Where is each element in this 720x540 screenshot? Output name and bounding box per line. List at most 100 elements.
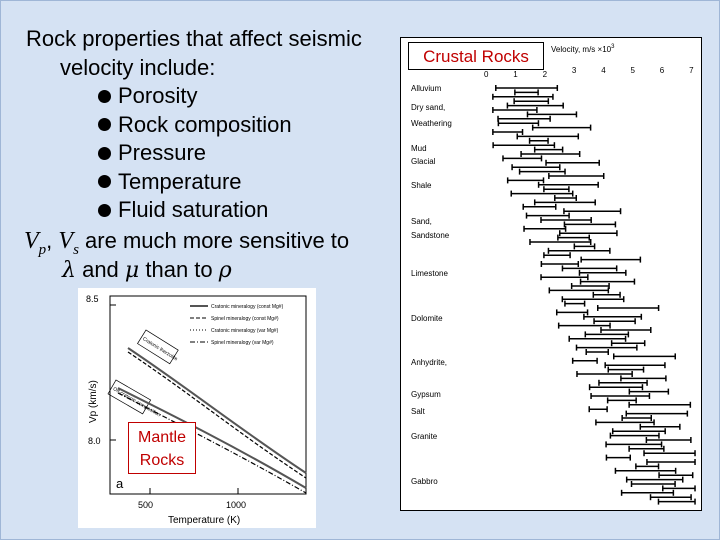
- y-axis-label: Vp (km/s): [88, 380, 99, 423]
- velocity-range-bar: [630, 481, 676, 487]
- velocity-range-bar: [492, 142, 556, 149]
- velocity-range-bar: [573, 243, 596, 250]
- mantle-plot: 8.5 8.0 500 1000 Temperature (K) Vp (km/…: [86, 294, 307, 526]
- bullet-icon: [98, 89, 111, 103]
- velocity-range-bar: [610, 340, 646, 347]
- bullet-icon: [98, 146, 111, 160]
- velocity-range-bar: [628, 388, 670, 395]
- velocity-range-bar: [639, 423, 681, 430]
- velocity-range-bar: [620, 375, 667, 382]
- rock-type-label: Mud: [411, 144, 427, 153]
- velocity-range-bar: [531, 124, 592, 131]
- velocity-range-bar: [533, 146, 564, 153]
- rho-symbol: ρ: [218, 258, 232, 283]
- sensitivity-statement: Vp, Vs are much more sensitive to: [24, 228, 350, 258]
- mantle-rocks-label: Mantle Rocks: [128, 422, 196, 474]
- legend-entry: Cratonic mineralogy (const Mg#): [211, 304, 284, 310]
- velocity-range-bar: [516, 133, 580, 140]
- velocity-tick-label: 7: [689, 66, 694, 75]
- velocity-range-bar: [492, 129, 524, 135]
- velocity-range-bar: [540, 274, 589, 281]
- velocity-range-bar: [568, 335, 627, 342]
- curve-cratonic-var: [117, 387, 307, 489]
- rock-type-label: Glacial: [411, 157, 436, 166]
- velocity-range-bar: [571, 357, 598, 364]
- velocity-range-bar: [625, 476, 684, 483]
- velocity-range-bar: [584, 331, 630, 338]
- velocity-range-bar: [548, 173, 605, 179]
- velocity-range-bar: [628, 401, 692, 408]
- rock-type-label: Shale: [411, 181, 432, 190]
- annotation-offcratonic: Off-cratonic composition: [107, 379, 162, 418]
- velocity-range-bar: [662, 485, 696, 492]
- velocity-tick-label: 2: [543, 70, 548, 79]
- velocity-range-bar: [520, 151, 581, 157]
- bullet-icon: [98, 175, 111, 189]
- velocity-range-bar: [620, 489, 675, 496]
- rock-type-label: Dolomite: [411, 314, 443, 323]
- velocity-range-bar: [514, 89, 539, 96]
- curve-spinel-var: [117, 392, 307, 494]
- velocity-range-bar: [543, 186, 570, 193]
- velocity-range-bar: [658, 472, 694, 479]
- velocity-range-bar: [585, 349, 610, 355]
- velocity-range-bar: [575, 344, 638, 351]
- velocity-range-bar: [563, 221, 617, 228]
- velocity-range-bar: [657, 498, 696, 505]
- rock-type-label: Sandstone: [411, 231, 450, 240]
- velocity-range-bar: [561, 265, 618, 272]
- velocity-range-bar: [555, 309, 589, 316]
- velocity-range-bar: [526, 111, 578, 118]
- vs-symbol: Vs: [58, 228, 79, 258]
- velocity-range-bar: [523, 225, 567, 232]
- velocity-range-bar: [513, 98, 550, 105]
- velocity-range-bar: [525, 212, 570, 219]
- velocity-range-bar: [518, 168, 566, 175]
- velocity-range-bar: [598, 379, 648, 386]
- velocity-range-bar: [628, 445, 665, 452]
- velocity-range-bar: [506, 102, 564, 109]
- velocity-tick-label: 3: [572, 66, 577, 75]
- property-list: Porosity Rock composition Pressure Tempe…: [98, 82, 292, 225]
- velocity-range-bar: [605, 454, 631, 461]
- velocity-range-bar: [511, 164, 561, 171]
- velocity-tick-label: 5: [631, 66, 636, 75]
- rock-type-label: Sand,: [411, 217, 432, 226]
- velocity-range-bar: [540, 217, 592, 223]
- rock-type-label: Weathering: [411, 119, 452, 128]
- velocity-range-bar: [557, 234, 591, 241]
- bullet-icon: [98, 203, 111, 217]
- panel-letter: a: [116, 476, 124, 491]
- velocity-range-bar: [533, 199, 596, 206]
- velocity-range-bar: [646, 459, 696, 465]
- velocity-range-bar: [600, 327, 652, 333]
- velocity-axis-ticks: 0 1 2 3 4 5 6 7: [484, 66, 694, 79]
- curve-spinel-const: [127, 351, 307, 479]
- crustal-rocks-label: Crustal Rocks: [408, 42, 544, 70]
- bullet-icon: [98, 118, 111, 132]
- slide-title-line1: Rock properties that affect seismic: [26, 26, 362, 51]
- velocity-range-bar: [597, 305, 660, 311]
- velocity-range-bar: [554, 195, 577, 201]
- velocity-range-bar: [592, 291, 621, 298]
- y-tick-label: 8.0: [88, 436, 101, 446]
- velocity-range-bar: [570, 283, 610, 289]
- velocity-range-bar: [547, 247, 611, 254]
- velocity-range-bar: [537, 181, 599, 188]
- list-item: Pressure: [98, 139, 292, 168]
- velocity-range-bar: [497, 120, 540, 127]
- legend-entry: Spinel mineralogy (const Mg#): [211, 316, 279, 322]
- velocity-range-bar: [588, 384, 644, 391]
- velocity-range-bar: [543, 252, 571, 259]
- velocity-range-bar: [528, 137, 549, 144]
- velocity-range-bars: [492, 85, 696, 505]
- velocity-range-bar: [506, 177, 545, 184]
- velocity-range-bar: [649, 494, 692, 501]
- velocity-range-bar: [580, 256, 642, 263]
- velocity-range-bar: [609, 432, 660, 439]
- slide-title-line2: velocity include:: [60, 55, 216, 80]
- rock-type-label: Salt: [411, 407, 426, 416]
- velocity-range-bar: [612, 353, 676, 360]
- legend-entry: Spinel mineralogy (var Mg#): [211, 340, 274, 346]
- velocity-range-bar: [645, 437, 692, 443]
